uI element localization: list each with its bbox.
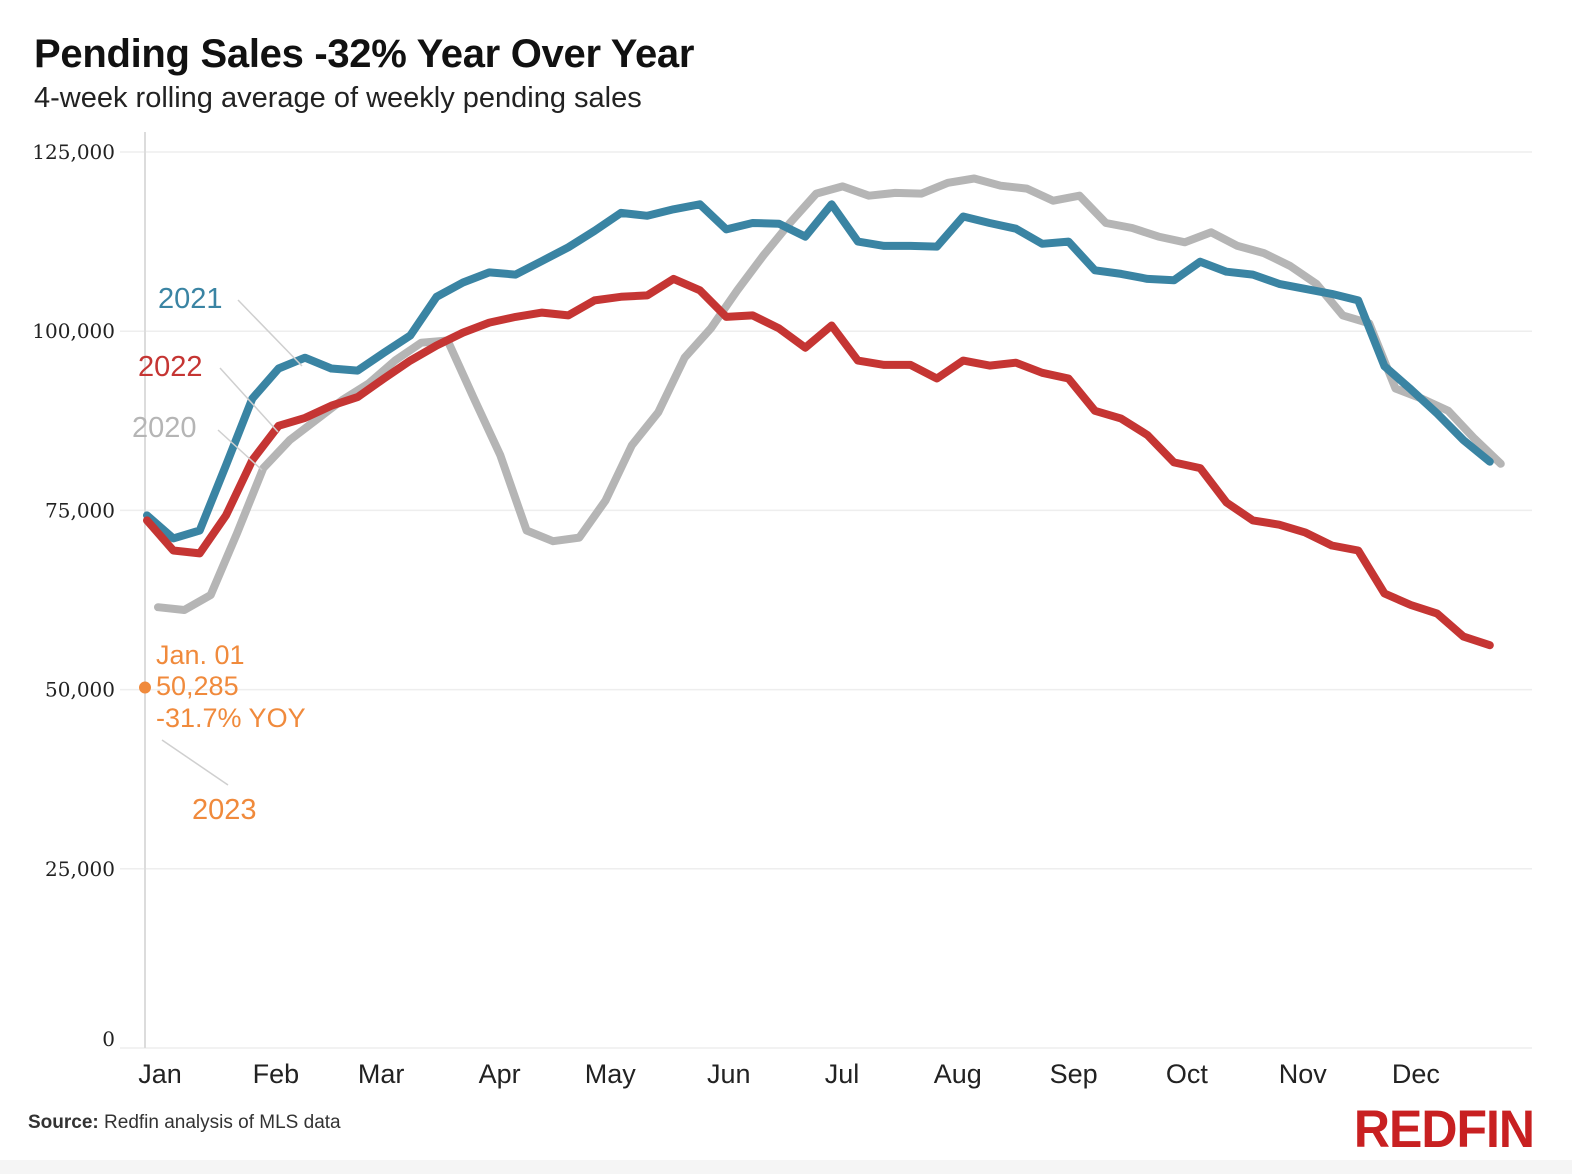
- x-tick-label: Jun: [707, 1059, 751, 1089]
- source-note: Source: Redfin analysis of MLS data: [28, 1112, 341, 1134]
- x-tick-label: Nov: [1279, 1059, 1328, 1089]
- y-axis-ticks: 0 25,000 50,000 75,000 100,000 125,000: [32, 140, 115, 1051]
- y-tick-label: 125,000: [32, 140, 115, 164]
- source-label: Source:: [28, 1112, 99, 1133]
- y-tick-label: 0: [102, 1027, 115, 1051]
- series-line-2022: [143, 274, 1494, 650]
- annotation-date: Jan. 01: [156, 640, 245, 670]
- x-tick-label: May: [585, 1059, 637, 1089]
- series-label-2020: 2020: [132, 412, 197, 444]
- chart-title: Pending Sales -32% Year Over Year: [34, 32, 695, 76]
- footer-strip: [0, 1160, 1572, 1174]
- label-leader-2020: [217, 429, 263, 471]
- x-tick-label: Aug: [934, 1059, 982, 1089]
- series-label-2021: 2021: [158, 283, 223, 315]
- y-tick-label: 75,000: [45, 498, 115, 522]
- label-leader-2023: [161, 739, 229, 786]
- label-leader-2021: [237, 299, 303, 367]
- chart-subtitle: 4-week rolling average of weekly pending…: [34, 82, 642, 114]
- y-tick-label: 25,000: [45, 857, 115, 881]
- x-tick-label: Apr: [479, 1059, 521, 1089]
- series-label-2022: 2022: [138, 351, 203, 383]
- x-tick-label: Sep: [1050, 1059, 1098, 1089]
- y-tick-label: 50,000: [45, 678, 115, 702]
- x-tick-label: Jan: [138, 1059, 182, 1089]
- x-tick-label: Mar: [358, 1059, 405, 1089]
- annotation-change: -31.7% YOY: [156, 703, 306, 733]
- gridlines: [120, 151, 1532, 1049]
- x-tick-label: Jul: [825, 1059, 860, 1089]
- annotation-value: 50,285: [156, 671, 239, 701]
- source-text: Redfin analysis of MLS data: [104, 1112, 341, 1133]
- label-leader-2022: [219, 367, 279, 433]
- data-point-2023: [139, 681, 151, 694]
- x-tick-label: Oct: [1166, 1059, 1209, 1089]
- x-axis-ticks: Jan Feb Mar Apr May Jun Jul Aug Sep Oct Nov Dec: [138, 1059, 1440, 1089]
- y-tick-label: 100,000: [32, 319, 115, 343]
- series-line-2021: [143, 200, 1494, 543]
- series-label-2023: 2023: [192, 794, 257, 826]
- series-lines: [139, 174, 1505, 694]
- x-tick-label: Feb: [253, 1059, 300, 1089]
- series-line-2020: [154, 174, 1505, 614]
- redfin-logo: REDFIN: [1353, 1099, 1535, 1159]
- x-tick-label: Dec: [1392, 1059, 1440, 1089]
